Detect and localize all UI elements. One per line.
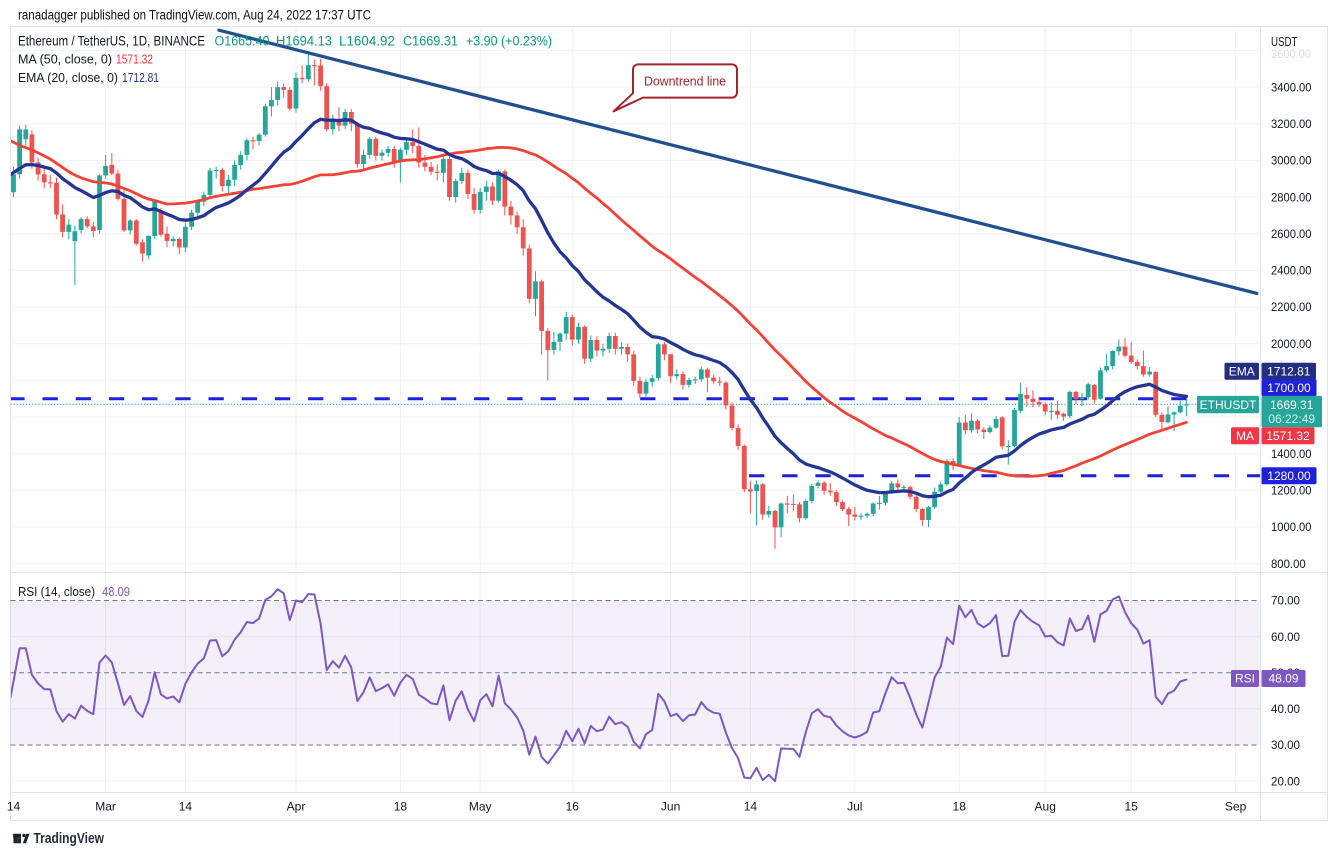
svg-text:3200.00: 3200.00 <box>1271 117 1312 131</box>
svg-text:3400.00: 3400.00 <box>1271 80 1312 94</box>
svg-text:ETHUSDT: ETHUSDT <box>1200 398 1257 412</box>
svg-text:ranadagger published on Tradin: ranadagger published on TradingView.com,… <box>18 8 371 23</box>
svg-text:14: 14 <box>179 800 193 814</box>
svg-text:Aug: Aug <box>1035 800 1056 814</box>
svg-text:C1669.31: C1669.31 <box>403 34 458 49</box>
svg-text:2400.00: 2400.00 <box>1271 264 1312 278</box>
svg-text:14: 14 <box>744 800 758 814</box>
svg-text:60.00: 60.00 <box>1271 630 1300 644</box>
svg-text:MA (50, close, 0): MA (50, close, 0) <box>18 52 112 67</box>
svg-text:2200.00: 2200.00 <box>1271 300 1312 314</box>
svg-text:Downtrend line: Downtrend line <box>644 74 726 89</box>
svg-text:30.00: 30.00 <box>1271 738 1300 752</box>
svg-text:1571.32: 1571.32 <box>116 52 153 67</box>
svg-text:May: May <box>469 800 492 814</box>
svg-text:3600.00: 3600.00 <box>1271 47 1311 61</box>
svg-text:1700.00: 1700.00 <box>1267 381 1311 395</box>
svg-text:2000.00: 2000.00 <box>1271 337 1312 351</box>
svg-text:RSI: RSI <box>1235 672 1255 686</box>
svg-text:Jul: Jul <box>847 800 862 814</box>
svg-text:40.00: 40.00 <box>1271 702 1300 716</box>
svg-text:RSI (14, close): RSI (14, close) <box>18 584 95 599</box>
svg-text:1400.00: 1400.00 <box>1271 447 1312 461</box>
svg-text:14: 14 <box>7 800 21 814</box>
svg-text:Ethereum / TetherUS, 1D, BINAN: Ethereum / TetherUS, 1D, BINANCE <box>18 34 205 49</box>
svg-text:O1665.40: O1665.40 <box>215 34 270 49</box>
svg-text:Jun: Jun <box>661 800 680 814</box>
svg-text:2800.00: 2800.00 <box>1271 190 1312 204</box>
svg-text:1712.81: 1712.81 <box>1267 365 1311 379</box>
svg-text:1280.00: 1280.00 <box>1267 469 1311 483</box>
svg-text:18: 18 <box>394 800 408 814</box>
svg-text:2600.00: 2600.00 <box>1271 227 1312 241</box>
svg-text:16: 16 <box>566 800 580 814</box>
svg-text:+3.90 (+0.23%): +3.90 (+0.23%) <box>466 34 552 49</box>
svg-text:USDT: USDT <box>1271 34 1298 49</box>
svg-text:MA: MA <box>1236 429 1254 443</box>
svg-text:3000.00: 3000.00 <box>1271 154 1312 168</box>
svg-text:EMA: EMA <box>1229 365 1255 379</box>
svg-text:L1604.92: L1604.92 <box>339 34 395 49</box>
svg-text:Sep: Sep <box>1225 800 1247 814</box>
svg-text:Mar: Mar <box>95 800 116 814</box>
svg-text:48.09: 48.09 <box>1268 672 1298 686</box>
svg-text:TradingView: TradingView <box>34 831 105 847</box>
svg-text:H1694.13: H1694.13 <box>276 34 332 49</box>
svg-text:48.09: 48.09 <box>102 584 130 599</box>
svg-text:06:22:49: 06:22:49 <box>1268 412 1315 426</box>
svg-text:70.00: 70.00 <box>1271 594 1300 608</box>
svg-text:1571.32: 1571.32 <box>1266 429 1310 443</box>
svg-text:1000.00: 1000.00 <box>1271 520 1312 534</box>
svg-text:800.00: 800.00 <box>1271 557 1306 571</box>
svg-text:Apr: Apr <box>287 800 306 814</box>
svg-text:15: 15 <box>1125 800 1139 814</box>
svg-text:20.00: 20.00 <box>1271 774 1300 788</box>
svg-text:18: 18 <box>953 800 967 814</box>
svg-text:1669.31: 1669.31 <box>1270 398 1314 412</box>
svg-text:EMA (20, close, 0): EMA (20, close, 0) <box>18 70 118 85</box>
svg-text:1200.00: 1200.00 <box>1271 484 1312 498</box>
svg-text:1712.81: 1712.81 <box>122 70 159 85</box>
